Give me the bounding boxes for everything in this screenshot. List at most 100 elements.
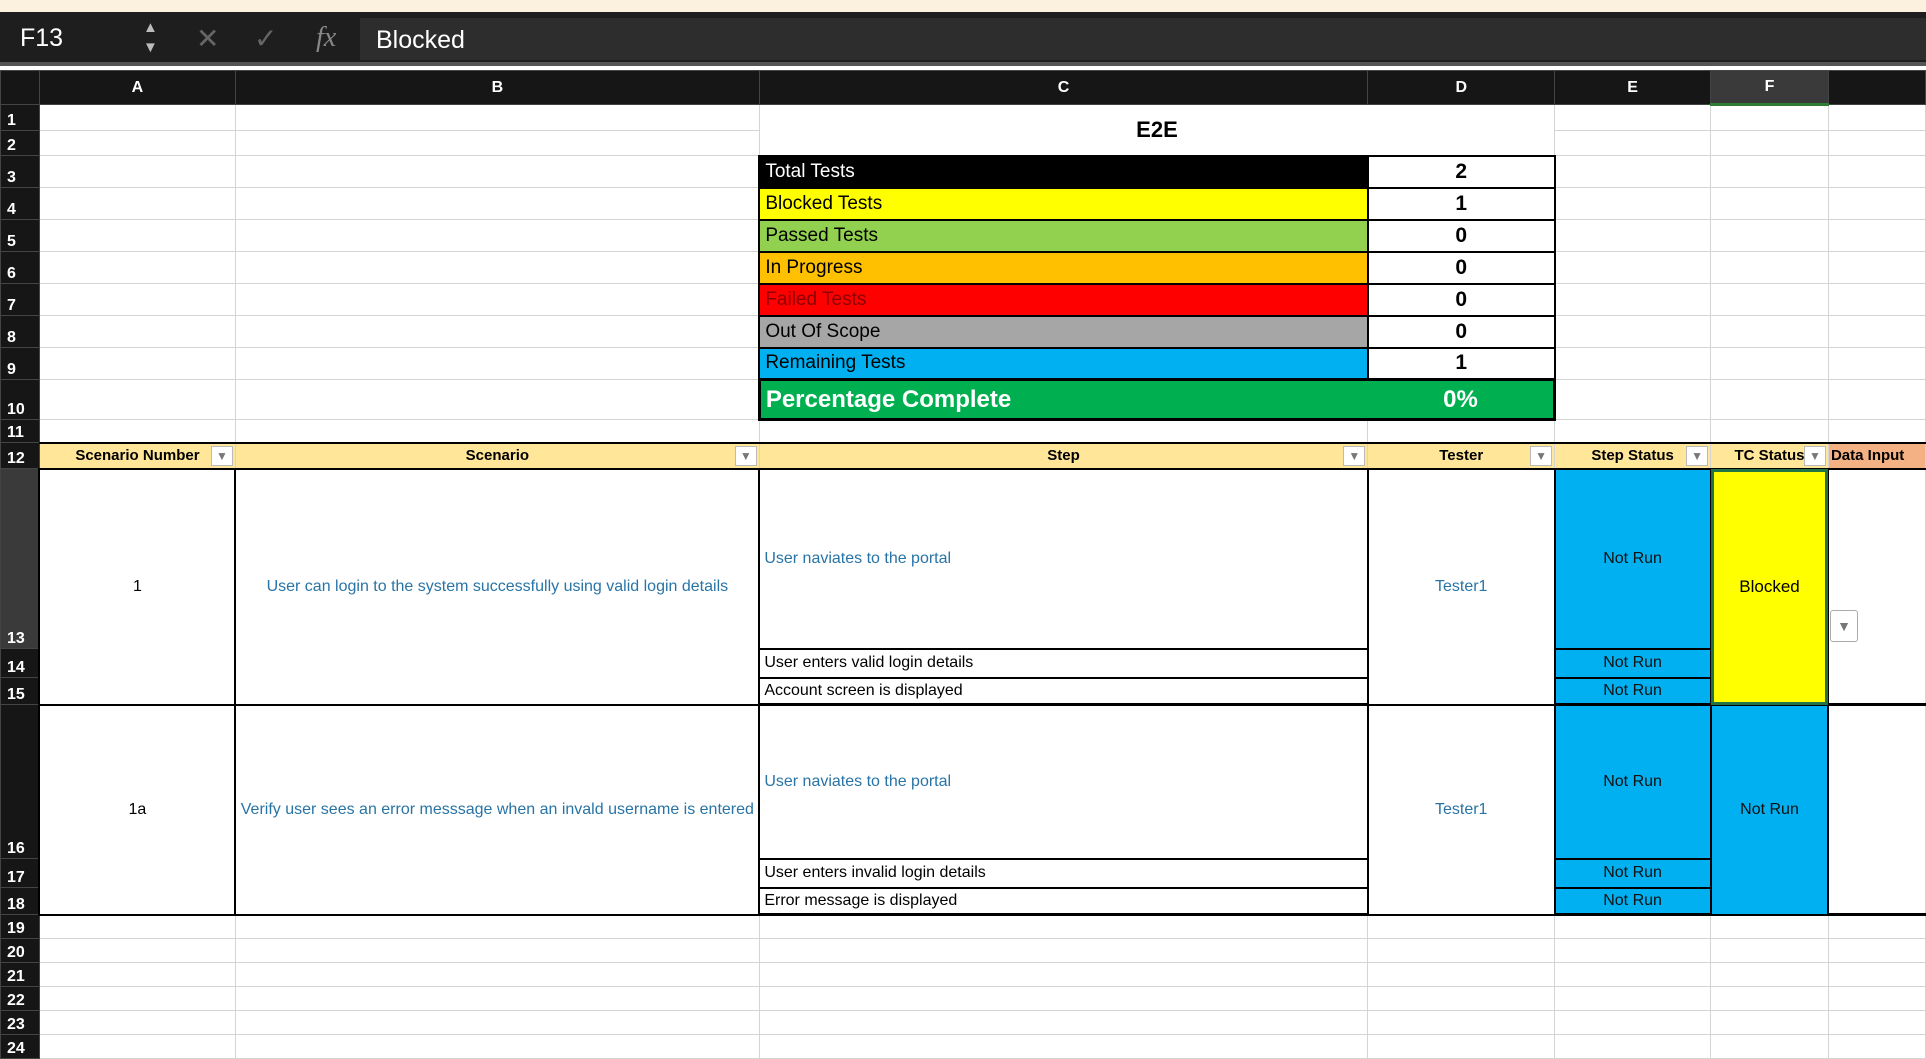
empty-cell[interactable]: [1710, 219, 1829, 252]
empty-cell[interactable]: [234, 347, 760, 380]
row-header[interactable]: 18: [0, 887, 40, 915]
empty-cell[interactable]: [38, 219, 236, 252]
empty-cell[interactable]: [234, 1010, 760, 1035]
empty-cell[interactable]: [1827, 1010, 1926, 1035]
empty-cell[interactable]: [38, 419, 236, 443]
row-header[interactable]: 24: [0, 1034, 40, 1059]
row-header[interactable]: 8: [0, 315, 40, 348]
empty-cell[interactable]: [1827, 315, 1926, 348]
empty-cell[interactable]: [1827, 468, 1926, 706]
filter-dropdown-icon[interactable]: ▼: [1343, 445, 1366, 466]
empty-cell[interactable]: [234, 130, 760, 156]
empty-cell[interactable]: [1554, 251, 1712, 284]
empty-cell[interactable]: [1367, 1034, 1556, 1059]
step-status-cell[interactable]: Not Run: [1553, 676, 1712, 706]
empty-cell[interactable]: [1367, 419, 1556, 443]
empty-cell[interactable]: [234, 914, 760, 939]
step-cell[interactable]: User naviates to the portal: [758, 703, 1369, 860]
empty-cell[interactable]: [1710, 938, 1829, 963]
empty-cell[interactable]: [38, 315, 236, 348]
empty-cell[interactable]: [234, 155, 760, 188]
row-header[interactable]: 14: [0, 648, 40, 678]
empty-cell[interactable]: [1710, 914, 1829, 939]
empty-cell[interactable]: [38, 104, 236, 131]
empty-cell[interactable]: [234, 104, 760, 131]
scenario-description[interactable]: Verify user sees an error messsage when …: [234, 703, 761, 916]
row-header[interactable]: 5: [0, 219, 40, 252]
empty-cell[interactable]: [1554, 283, 1712, 316]
empty-cell[interactable]: [38, 155, 236, 188]
empty-cell[interactable]: [234, 379, 760, 420]
cancel-icon[interactable]: ✕: [196, 23, 220, 54]
empty-cell[interactable]: [234, 251, 760, 284]
row-header[interactable]: 17: [0, 858, 40, 888]
row-header[interactable]: 2: [0, 130, 40, 156]
empty-cell[interactable]: [1827, 283, 1926, 316]
row-header[interactable]: 22: [0, 986, 40, 1011]
step-status-cell[interactable]: Not Run: [1553, 886, 1712, 916]
empty-cell[interactable]: [234, 938, 760, 963]
empty-cell[interactable]: [1710, 419, 1829, 443]
empty-cell[interactable]: [1827, 419, 1926, 443]
tester-cell[interactable]: Tester1: [1366, 703, 1556, 916]
empty-cell[interactable]: [38, 986, 236, 1011]
empty-cell[interactable]: [1710, 315, 1829, 348]
row-header[interactable]: 19: [0, 914, 40, 939]
empty-cell[interactable]: [1554, 347, 1712, 380]
empty-cell[interactable]: [1710, 1010, 1829, 1035]
empty-cell[interactable]: [1710, 986, 1829, 1011]
column-header-b[interactable]: B: [234, 70, 760, 105]
empty-cell[interactable]: [1554, 315, 1712, 348]
step-status-cell[interactable]: Not Run: [1553, 647, 1712, 679]
empty-cell[interactable]: [1827, 155, 1926, 188]
empty-cell[interactable]: [38, 1034, 236, 1059]
empty-cell[interactable]: [1710, 1034, 1829, 1059]
row-header[interactable]: 10: [0, 379, 40, 420]
empty-cell[interactable]: [1710, 283, 1829, 316]
step-cell[interactable]: Account screen is displayed: [758, 676, 1369, 706]
empty-cell[interactable]: [1554, 1010, 1712, 1035]
empty-cell[interactable]: [234, 419, 760, 443]
row-header[interactable]: 9: [0, 347, 40, 380]
empty-cell[interactable]: [1554, 962, 1712, 987]
empty-cell[interactable]: [234, 986, 760, 1011]
cell-dropdown-icon[interactable]: ▼: [1830, 610, 1858, 642]
empty-cell[interactable]: [758, 938, 1369, 963]
empty-cell[interactable]: [1554, 938, 1712, 963]
empty-cell[interactable]: [38, 283, 236, 316]
empty-cell[interactable]: [1554, 104, 1712, 131]
select-all-corner[interactable]: [0, 70, 40, 105]
row-header[interactable]: 4: [0, 187, 40, 220]
empty-cell[interactable]: [758, 419, 1369, 443]
empty-cell[interactable]: [758, 986, 1369, 1011]
column-header-a[interactable]: A: [38, 70, 236, 105]
empty-cell[interactable]: [1710, 379, 1829, 420]
empty-cell[interactable]: [1367, 986, 1556, 1011]
empty-cell[interactable]: [1827, 704, 1926, 916]
empty-cell[interactable]: [758, 1034, 1369, 1059]
empty-cell[interactable]: [1710, 155, 1829, 188]
scenario-description[interactable]: User can login to the system successfull…: [234, 467, 761, 706]
row-header[interactable]: 21: [0, 962, 40, 987]
name-box[interactable]: F13: [20, 24, 64, 52]
empty-cell[interactable]: [234, 219, 760, 252]
empty-cell[interactable]: [1710, 251, 1829, 284]
empty-cell[interactable]: [1827, 986, 1926, 1011]
empty-cell[interactable]: [1827, 347, 1926, 380]
empty-cell[interactable]: [1367, 962, 1556, 987]
row-header[interactable]: 1: [0, 104, 40, 131]
empty-cell[interactable]: [1554, 219, 1712, 252]
empty-cell[interactable]: [1827, 1034, 1926, 1059]
empty-cell[interactable]: [1827, 962, 1926, 987]
empty-cell[interactable]: [1554, 986, 1712, 1011]
column-header-f[interactable]: F: [1710, 70, 1829, 106]
function-icon[interactable]: fx: [316, 22, 337, 53]
tc-status-cell[interactable]: Not Run: [1709, 703, 1830, 916]
empty-cell[interactable]: [38, 187, 236, 220]
column-header-e[interactable]: E: [1554, 70, 1712, 105]
empty-cell[interactable]: [1554, 155, 1712, 188]
row-header[interactable]: 16: [0, 704, 40, 859]
empty-cell[interactable]: [1827, 379, 1926, 420]
step-cell[interactable]: Error message is displayed: [758, 886, 1369, 916]
row-header[interactable]: 13: [0, 468, 40, 649]
